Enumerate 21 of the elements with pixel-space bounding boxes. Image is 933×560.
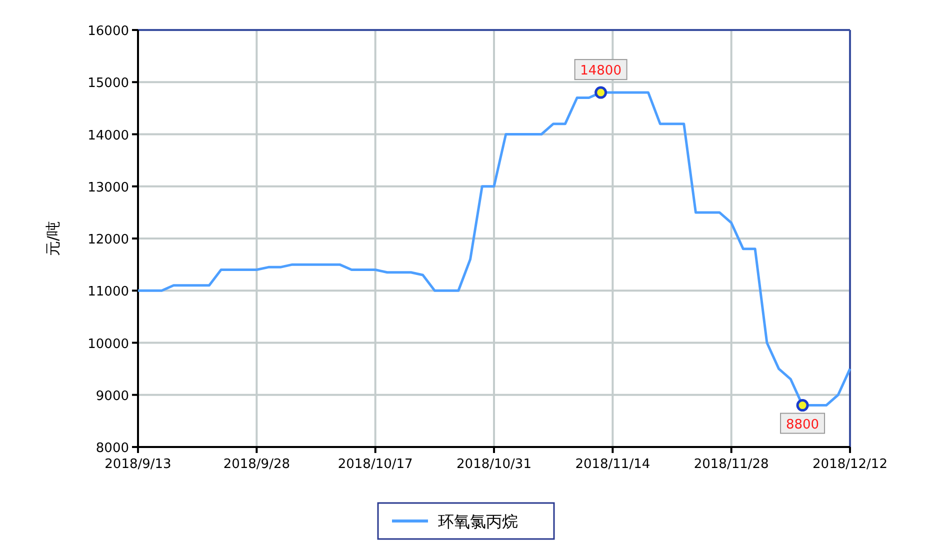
x-tick-label: 2018/11/14 <box>575 457 650 472</box>
y-tick-label: 15000 <box>88 76 129 92</box>
legend-label: 环氧氯丙烷 <box>438 512 518 531</box>
y-tick-label: 11000 <box>88 284 129 300</box>
x-tick-label: 2018/11/28 <box>694 457 769 472</box>
y-tick-label: 12000 <box>88 232 129 248</box>
x-tick-label: 2018/10/17 <box>338 457 413 472</box>
y-tick-label: 14000 <box>88 128 129 144</box>
x-tick-label: 2018/10/31 <box>456 457 532 472</box>
x-tick-label: 2018/9/13 <box>104 457 172 472</box>
data-label: 8800 <box>786 417 820 432</box>
y-axis-title: 元/吨 <box>44 220 62 256</box>
y-tick-label: 8000 <box>96 441 129 456</box>
x-tick-label: 2018/9/28 <box>223 457 290 472</box>
y-tick-label: 9000 <box>96 388 129 404</box>
data-label: 14800 <box>580 64 622 79</box>
x-tick-label: 2018/12/12 <box>812 457 888 472</box>
y-tick-label: 10000 <box>88 336 129 352</box>
y-tick-label: 16000 <box>88 24 129 39</box>
legend: 环氧氯丙烷 <box>377 502 555 540</box>
y-tick-label: 13000 <box>88 180 129 196</box>
